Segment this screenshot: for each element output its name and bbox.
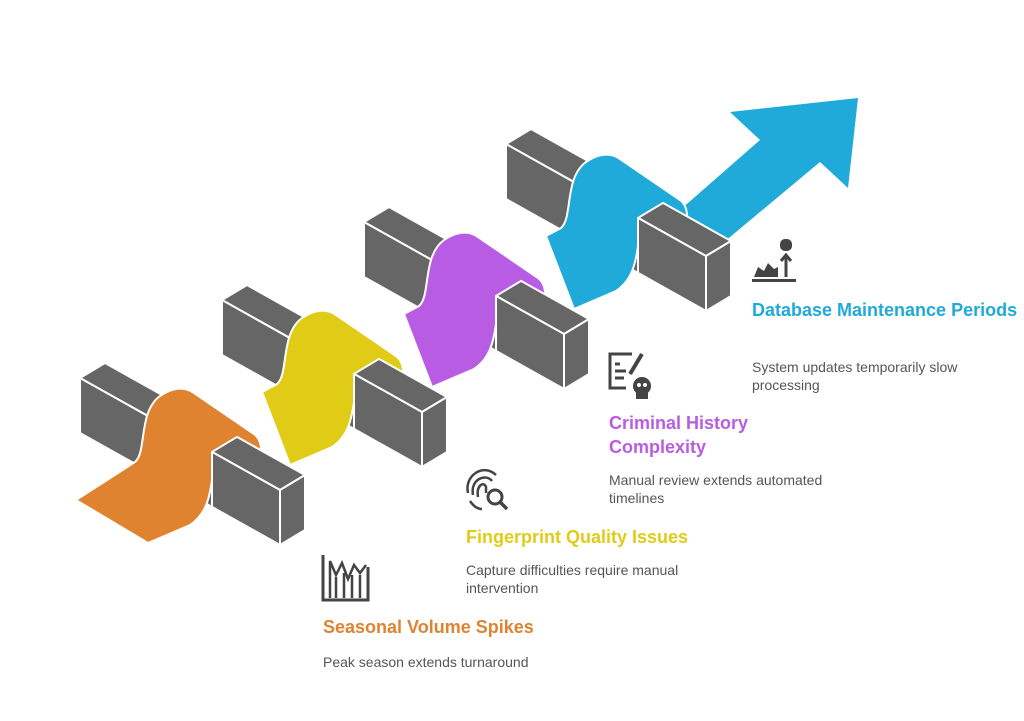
- step-title-fingerprint-quality: Fingerprint Quality Issues: [466, 527, 689, 547]
- block-front-criminal-end: [563, 318, 590, 390]
- step-description-criminal-history: Manual review extends automated timeline…: [609, 472, 823, 506]
- fingerprint-search-icon: [466, 468, 509, 511]
- block-front-fingerprint-end: [421, 396, 448, 468]
- bar-chart-spikes-icon: [321, 555, 370, 602]
- document-skull-icon: [608, 352, 651, 399]
- step-title-seasonal-volume: Seasonal Volume Spikes: [323, 617, 534, 637]
- step-description-fingerprint-quality: Capture difficulties require manual inte…: [466, 562, 679, 596]
- step-title-criminal-history: Criminal History Complexity: [609, 413, 749, 457]
- step-description-database-maintenance: System updates temporarily slow processi…: [752, 359, 958, 393]
- database-gears-icon: [752, 239, 796, 282]
- block-front-database-end: [705, 240, 732, 312]
- step-title-database-maintenance: Database Maintenance Periods: [752, 300, 1018, 320]
- step-description-seasonal-volume: Peak season extends turnaround: [323, 654, 529, 670]
- block-front-seasonal-end: [279, 474, 306, 546]
